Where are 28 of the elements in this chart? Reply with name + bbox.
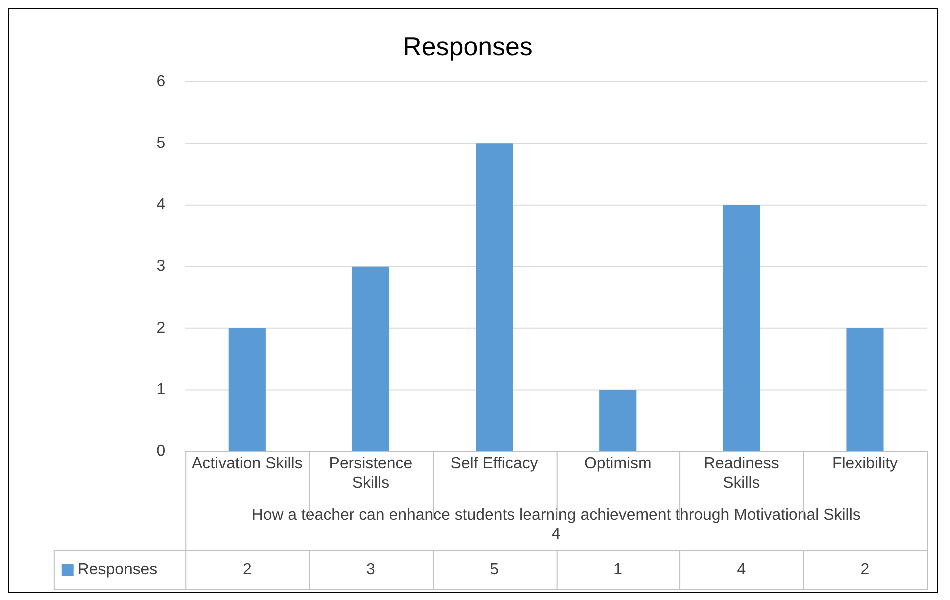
x-tick-label: Optimism <box>584 456 652 473</box>
x-tick-label: Flexibility <box>832 456 898 473</box>
bar <box>846 328 884 452</box>
y-tick-label: 2 <box>156 320 166 337</box>
y-tick-label: 6 <box>156 73 166 90</box>
x-tick-label: Readiness Skills <box>704 456 780 492</box>
x-tick-label: Self Efficacy <box>450 456 538 473</box>
y-tick-label: 1 <box>156 381 166 398</box>
data-label: 2 <box>860 561 870 578</box>
data-label: 3 <box>366 561 376 578</box>
bar <box>476 144 514 452</box>
legend-label: Responses <box>78 561 158 578</box>
bar <box>352 266 390 452</box>
x-axis-title: How a teacher can enhance students learning achievement through Motivational Skills 4 <box>252 506 861 543</box>
data-label: 1 <box>614 561 623 578</box>
y-tick-label: 4 <box>156 196 166 214</box>
bar <box>600 390 637 452</box>
y-tick-label: 0 <box>156 443 166 460</box>
x-tick-label: Activation Skills <box>192 456 303 473</box>
chart-title: Responses <box>403 34 533 62</box>
data-label: 2 <box>242 561 252 578</box>
bar <box>723 205 760 452</box>
x-tick-label: Persistence Skills <box>329 456 413 492</box>
y-tick-label: 3 <box>156 258 166 276</box>
data-label: 4 <box>737 561 746 578</box>
y-tick-label: 5 <box>156 134 166 152</box>
data-label: 5 <box>490 561 500 578</box>
bar <box>228 328 266 452</box>
